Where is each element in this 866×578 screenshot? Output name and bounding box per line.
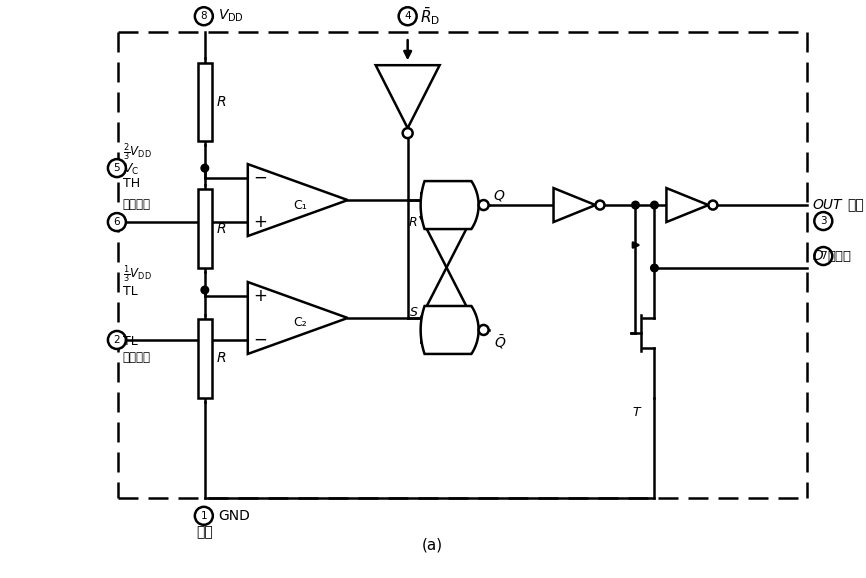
Bar: [197, 62, 212, 141]
Text: 放电端: 放电端: [827, 250, 851, 262]
Text: 5: 5: [113, 163, 120, 173]
Circle shape: [201, 286, 209, 294]
Text: $\frac{1}{3}V_{\mathrm{DD}}$: $\frac{1}{3}V_{\mathrm{DD}}$: [123, 263, 152, 285]
Circle shape: [108, 331, 126, 349]
Text: (a): (a): [422, 538, 443, 553]
Text: TH: TH: [123, 177, 140, 190]
Circle shape: [708, 201, 717, 210]
Circle shape: [201, 164, 209, 172]
Text: 高触发端: 高触发端: [123, 198, 151, 210]
Polygon shape: [421, 181, 479, 229]
Text: GND: GND: [218, 509, 249, 523]
Bar: [197, 190, 212, 268]
Text: C₂: C₂: [293, 317, 307, 329]
Text: +: +: [253, 213, 267, 231]
Circle shape: [479, 200, 488, 210]
Text: $\bar{R}_{\mathrm{D}}$: $\bar{R}_{\mathrm{D}}$: [420, 5, 440, 27]
Text: 8: 8: [201, 11, 207, 21]
Text: 接地: 接地: [197, 525, 213, 539]
Circle shape: [596, 201, 604, 210]
Circle shape: [108, 213, 126, 231]
Text: 输出: 输出: [847, 198, 864, 212]
Bar: [197, 319, 212, 398]
Circle shape: [195, 8, 213, 25]
Circle shape: [403, 128, 413, 138]
Text: $V_{\mathrm{DD}}$: $V_{\mathrm{DD}}$: [218, 8, 244, 24]
Text: 6: 6: [113, 217, 120, 227]
Text: +: +: [253, 287, 267, 305]
Text: 4: 4: [404, 11, 411, 21]
Text: −: −: [253, 169, 267, 187]
Text: T: T: [633, 406, 640, 420]
Text: Q: Q: [494, 188, 505, 202]
Text: −: −: [253, 331, 267, 349]
Text: $V_{\mathrm{C}}$: $V_{\mathrm{C}}$: [123, 161, 139, 177]
Circle shape: [398, 8, 417, 25]
Circle shape: [650, 201, 658, 209]
Text: 低触发端: 低触发端: [123, 351, 151, 365]
Text: $\bar{Q}$: $\bar{Q}$: [494, 333, 506, 351]
Circle shape: [814, 247, 832, 265]
Text: $\frac{2}{3}V_{\mathrm{DD}}$: $\frac{2}{3}V_{\mathrm{DD}}$: [123, 141, 152, 163]
Text: TL: TL: [123, 335, 138, 349]
Text: TL: TL: [123, 286, 138, 298]
Text: OUT: OUT: [812, 198, 842, 212]
Circle shape: [814, 212, 832, 230]
Text: 3: 3: [820, 216, 827, 226]
Text: 2: 2: [113, 335, 120, 345]
Polygon shape: [376, 65, 440, 128]
Text: S: S: [410, 306, 417, 320]
Polygon shape: [248, 164, 348, 236]
Polygon shape: [553, 188, 596, 222]
Text: R: R: [409, 216, 417, 228]
Text: R: R: [216, 95, 226, 109]
Polygon shape: [667, 188, 708, 222]
Text: 7: 7: [820, 251, 827, 261]
Text: R: R: [216, 351, 226, 365]
Polygon shape: [421, 306, 479, 354]
Polygon shape: [248, 282, 348, 354]
Circle shape: [631, 201, 639, 209]
Text: 1: 1: [201, 511, 207, 521]
Circle shape: [479, 325, 488, 335]
Circle shape: [195, 507, 213, 525]
Circle shape: [650, 264, 658, 272]
Text: D: D: [812, 249, 823, 263]
Circle shape: [108, 159, 126, 177]
Text: C₁: C₁: [293, 199, 307, 212]
Text: R: R: [216, 221, 226, 236]
